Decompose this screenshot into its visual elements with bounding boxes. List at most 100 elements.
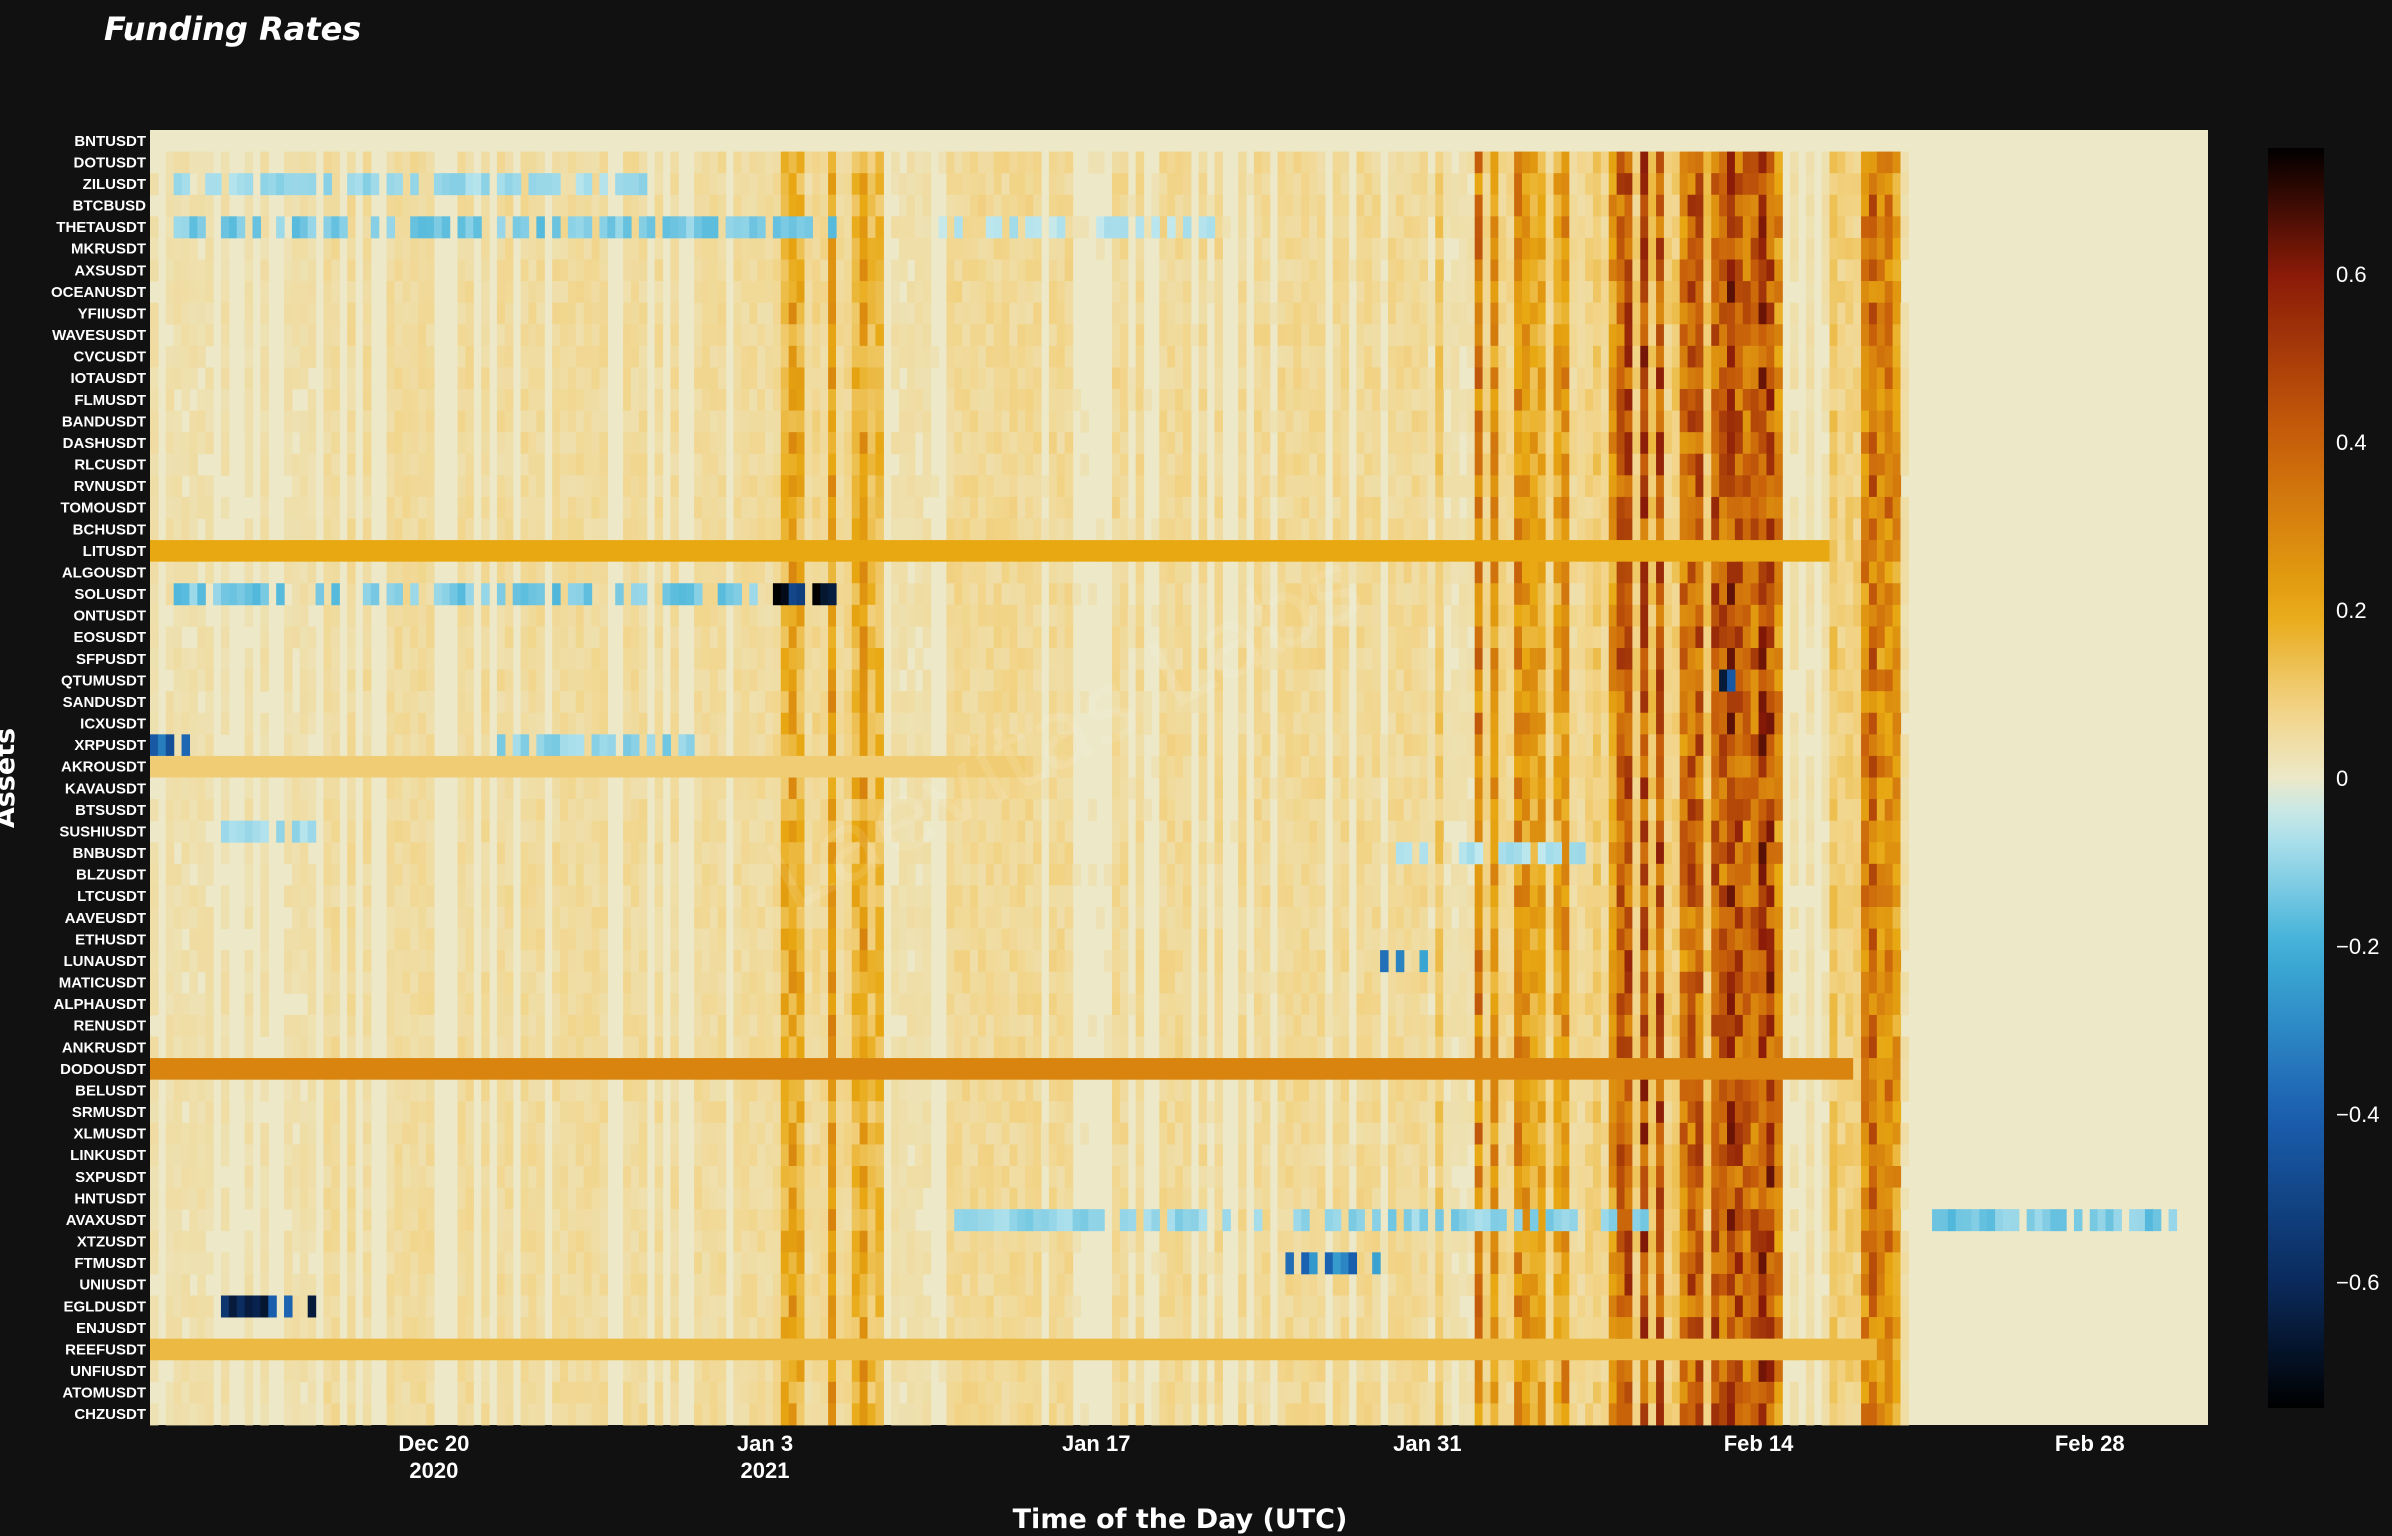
- heatmap-cell: [1056, 475, 1066, 498]
- heatmap-cell: [1356, 518, 1365, 541]
- heatmap-cell: [946, 583, 955, 606]
- heatmap-cell: [804, 626, 813, 649]
- heatmap-cell: [749, 367, 758, 390]
- heatmap-cell: [1632, 648, 1641, 670]
- heatmap-cell: [1198, 669, 1208, 692]
- heatmap-cell: [504, 626, 514, 649]
- heatmap-cell: [1679, 712, 1689, 735]
- heatmap-cell: [772, 281, 782, 304]
- heatmap-cell: [1419, 173, 1428, 196]
- heatmap-cell: [552, 669, 561, 692]
- heatmap-cell: [1663, 561, 1673, 584]
- heatmap-cell: [567, 777, 577, 800]
- heatmap-cell: [1845, 496, 1854, 519]
- heatmap-cell: [1498, 648, 1507, 670]
- heatmap-cell: [1387, 691, 1397, 714]
- heatmap-cell: [1387, 302, 1397, 325]
- heatmap-cell: [1119, 345, 1129, 368]
- heatmap-cell: [709, 237, 719, 260]
- heatmap-cell: [1529, 669, 1539, 692]
- heatmap-cell: [670, 475, 679, 498]
- heatmap-cell: [307, 669, 317, 692]
- heatmap-cell: [1395, 410, 1405, 433]
- heatmap-cell: [859, 669, 869, 692]
- heatmap-cell: [1033, 648, 1042, 670]
- heatmap-cell: [1419, 259, 1428, 282]
- heatmap-cell: [1048, 518, 1058, 541]
- heatmap-cell: [528, 453, 537, 476]
- heatmap-cell: [1679, 410, 1689, 433]
- heatmap-cell: [1364, 194, 1373, 217]
- heatmap-cell: [670, 259, 679, 282]
- heatmap-cell: [1009, 324, 1018, 347]
- heatmap-cell: [362, 410, 372, 433]
- heatmap-cell: [1159, 302, 1168, 325]
- heatmap-cell: [1466, 691, 1476, 714]
- heatmap-cell: [1009, 432, 1018, 455]
- heatmap-cell: [1277, 475, 1287, 498]
- heatmap-cell: [1892, 453, 1902, 476]
- heatmap-cell: [765, 648, 774, 670]
- heatmap-cell: [1727, 345, 1736, 368]
- heatmap-cell: [1474, 324, 1484, 347]
- heatmap-cell: [1403, 669, 1413, 692]
- heatmap-cell: [1758, 453, 1768, 476]
- heatmap-cell: [1805, 518, 1815, 541]
- heatmap-cell: [1411, 389, 1421, 411]
- heatmap-cell: [1608, 496, 1618, 519]
- heatmap-cell: [654, 173, 664, 196]
- heatmap-cell: [1892, 583, 1902, 606]
- heatmap-cell: [1592, 648, 1602, 670]
- heatmap-cell: [465, 734, 474, 757]
- heatmap-cell: [970, 712, 979, 735]
- heatmap-cell: [812, 453, 821, 476]
- heatmap-cell: [985, 194, 995, 217]
- heatmap-cell: [1064, 604, 1074, 627]
- heatmap-cell: [1766, 755, 1775, 778]
- heatmap-cell: [843, 410, 853, 433]
- heatmap-cell: [1419, 475, 1428, 498]
- heatmap-cell: [1190, 324, 1200, 347]
- heatmap-cell: [1640, 755, 1649, 778]
- heatmap-cell: [1309, 367, 1318, 390]
- heatmap-cell: [1435, 712, 1444, 735]
- heatmap-cell: [1356, 194, 1365, 217]
- heatmap-cell: [970, 367, 979, 390]
- heatmap-cell: [1056, 302, 1066, 325]
- heatmap-cell: [962, 367, 971, 390]
- heatmap-cell: [1600, 410, 1610, 433]
- heatmap-cell: [1522, 453, 1531, 476]
- heatmap-cell: [1238, 367, 1247, 390]
- heatmap-cell: [331, 626, 340, 649]
- heatmap-cell: [591, 561, 601, 584]
- heatmap-cell: [1175, 712, 1184, 735]
- heatmap-cell: [1466, 389, 1476, 411]
- heatmap-cell: [552, 324, 561, 347]
- heatmap-cell: [1214, 604, 1223, 627]
- heatmap-cell: [1853, 755, 1862, 778]
- heatmap-cell: [1522, 734, 1531, 757]
- heatmap-cell: [694, 496, 703, 519]
- heatmap-cell: [1900, 453, 1909, 476]
- heatmap-cell: [796, 669, 806, 692]
- heatmap-cell: [1616, 734, 1626, 757]
- heatmap-cell: [1608, 583, 1618, 606]
- heatmap-cell: [1687, 604, 1697, 627]
- heatmap-cell: [899, 216, 908, 239]
- heatmap-cell: [1585, 583, 1594, 606]
- heatmap-cell: [804, 194, 813, 217]
- heatmap-cell: [1585, 259, 1594, 282]
- heatmap-cell: [859, 216, 869, 239]
- heatmap-cell: [1466, 281, 1476, 304]
- heatmap-cell: [1033, 453, 1042, 476]
- heatmap-cell: [780, 475, 790, 498]
- heatmap-cell: [425, 173, 435, 196]
- heatmap-cell: [1474, 432, 1484, 455]
- heatmap-cell: [150, 302, 159, 325]
- heatmap-cell: [1727, 583, 1736, 606]
- heatmap-cell: [1876, 453, 1886, 476]
- heatmap-cell: [362, 691, 372, 714]
- heatmap-cell: [386, 561, 396, 584]
- heatmap-cell: [284, 432, 293, 455]
- heatmap-plot-area[interactable]: [150, 130, 2208, 1426]
